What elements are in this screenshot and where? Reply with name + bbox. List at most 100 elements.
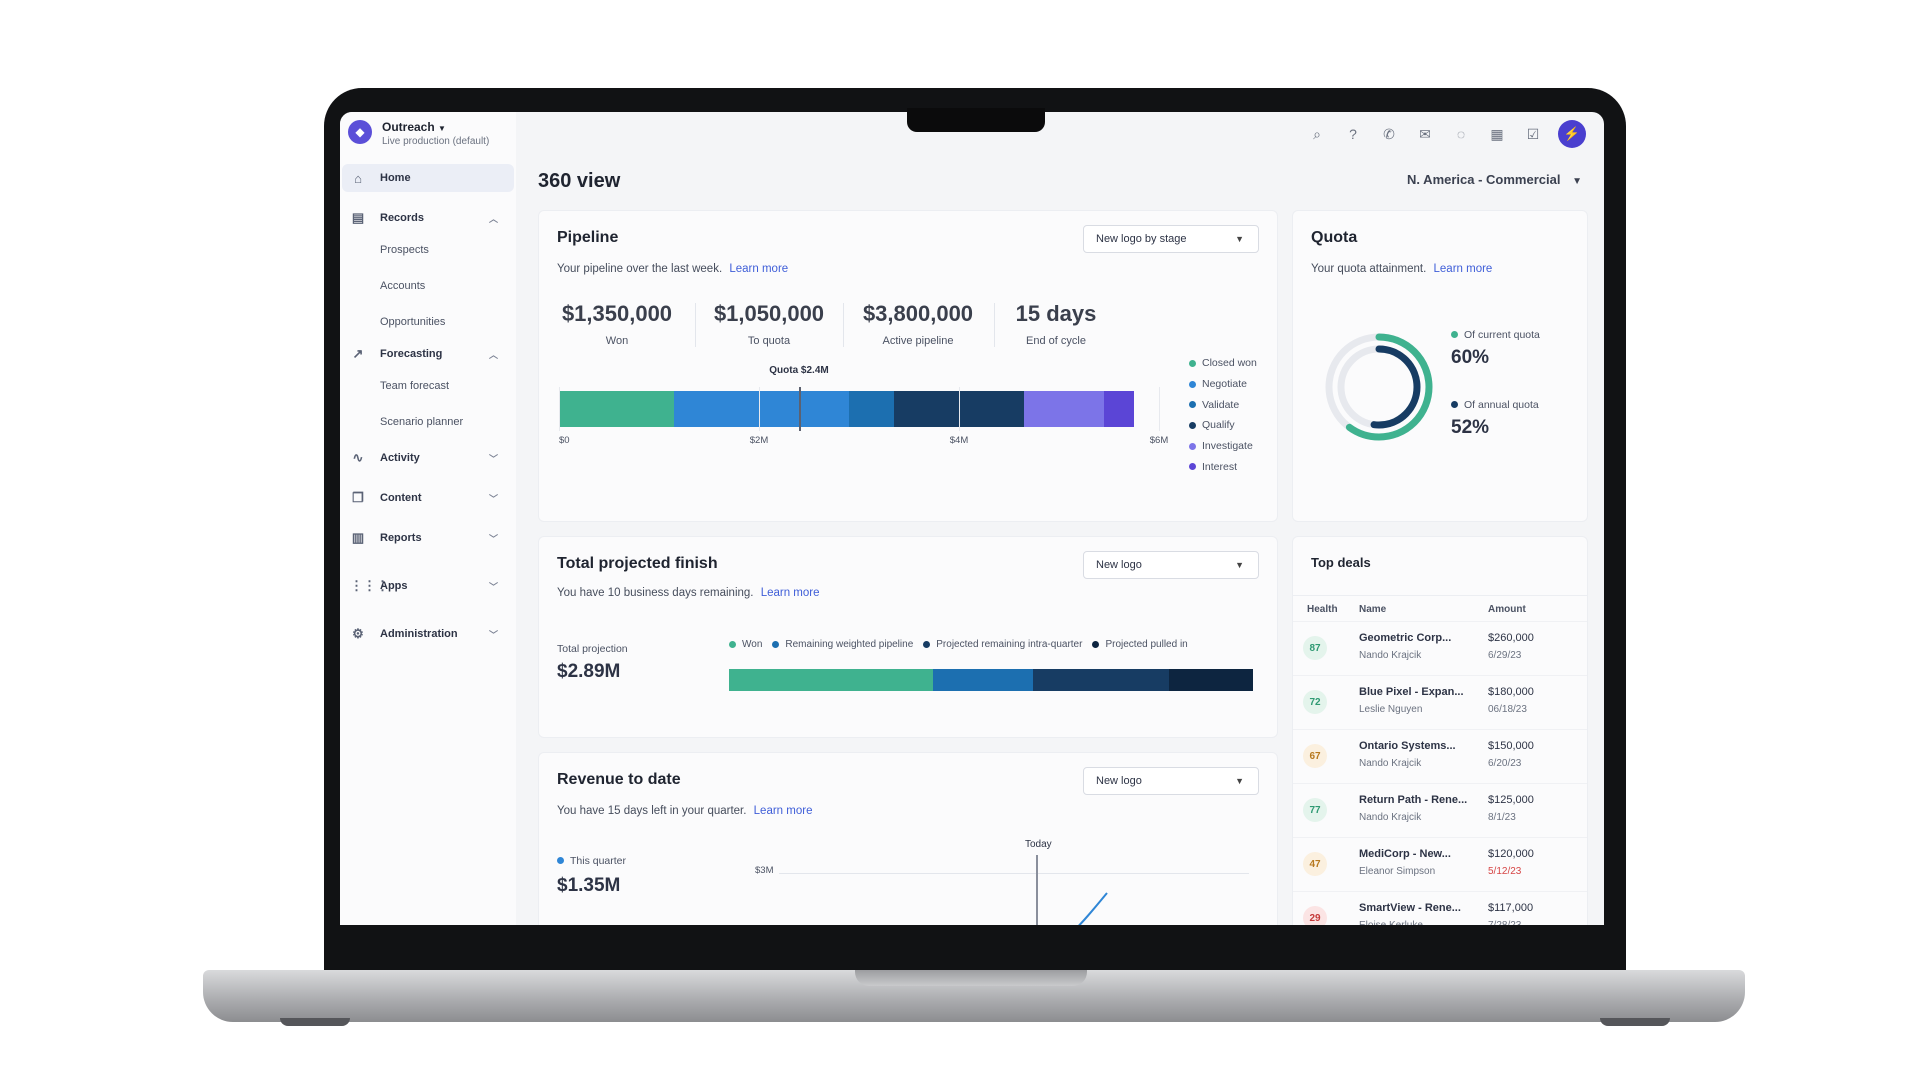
sidebar-item-records[interactable]: ▤ Records ︿: [342, 204, 514, 232]
table-row[interactable]: 29 SmartView - Rene... Eloise Kerluke $117,…: [1293, 891, 1587, 925]
quota-learn-more-link[interactable]: Learn more: [1433, 263, 1493, 275]
sidebar-item-forecasting[interactable]: ↗ Forecasting ︿: [342, 340, 514, 368]
projected-select-value: New logo: [1096, 559, 1142, 571]
sidebar-item-label: Activity: [380, 452, 420, 464]
projected-total-label: Total projection: [557, 643, 628, 655]
chevron-up-icon: ︿: [488, 213, 498, 224]
projected-view-select[interactable]: New logo ▼: [1083, 551, 1259, 579]
legend-item: Negotiate: [1189, 374, 1257, 395]
caret-down-icon: ▼: [1235, 776, 1244, 786]
pipeline-card: Pipeline Your pipeline over the last wee…: [538, 210, 1278, 522]
pipeline-segment-closed-won: [559, 391, 674, 427]
mail-icon[interactable]: ✉: [1419, 125, 1431, 142]
health-score-badge: 87: [1303, 636, 1327, 660]
projected-learn-more-link[interactable]: Learn more: [760, 587, 820, 599]
revenue-value: $1.35M: [557, 875, 621, 896]
deal-close-date: 8/1/23: [1488, 812, 1516, 823]
pipeline-axis-tick: [759, 387, 760, 431]
deal-owner: Leslie Nguyen: [1359, 704, 1423, 715]
deal-amount: $180,000: [1488, 686, 1534, 698]
pipeline-learn-more-link[interactable]: Learn more: [729, 263, 789, 275]
kpi-label: To quota: [747, 335, 791, 347]
kpi-value: $1,350,000: [561, 301, 673, 326]
revenue-series-label: This quarter: [570, 855, 627, 867]
pipeline-segment-negotiate: [674, 391, 849, 427]
workspace-name: Outreach: [382, 120, 435, 134]
top-toolbar: ⌕ ? ✆ ✉ ◌ ▦ ☑ ⚡: [1306, 120, 1586, 148]
deal-name[interactable]: SmartView - Rene...: [1359, 902, 1461, 914]
help-icon[interactable]: ?: [1349, 126, 1357, 142]
pipeline-segment-validate: [849, 391, 894, 427]
deal-owner: Nando Krajcik: [1359, 650, 1422, 661]
deal-name[interactable]: MediCorp - New...: [1359, 848, 1451, 860]
search-icon[interactable]: ⌕: [1313, 125, 1321, 142]
tasks-icon[interactable]: ☑: [1526, 125, 1540, 142]
pipeline-segment-investigate: [1024, 391, 1104, 427]
pipeline-select-value: New logo by stage: [1096, 233, 1187, 245]
legend-dot: [729, 641, 736, 648]
app-screen: ◆ Outreach ▼ Live production (default) ⌂…: [340, 112, 1604, 925]
deal-name[interactable]: Return Path - Rene...: [1359, 794, 1468, 806]
phone-icon[interactable]: ✆: [1383, 125, 1395, 142]
chevron-down-icon: ﹀: [488, 629, 498, 640]
pipeline-axis-label: $6M: [1149, 435, 1169, 446]
calendar-icon[interactable]: ▦: [1490, 125, 1504, 142]
kpi-label: Active pipeline: [882, 335, 954, 347]
legend-item: Closed won: [1189, 353, 1257, 374]
chat-icon[interactable]: ◌: [1456, 126, 1466, 142]
quota-ring-current: [1325, 333, 1433, 441]
legend-dot: [1092, 641, 1100, 648]
revenue-series-legend: This quarter: [557, 855, 626, 867]
quota-current-label: Of current quota: [1464, 329, 1540, 341]
kpi-label: End of cycle: [1026, 335, 1086, 347]
deal-close-date: 6/29/23: [1488, 650, 1522, 661]
legend-dot: [1189, 359, 1196, 367]
kpi-active-pipeline: $3,800,000 Active pipeline: [851, 301, 985, 347]
pipeline-legend: Closed won Negotiate Validate Qualify Invest…: [1189, 353, 1257, 477]
revenue-learn-more-link[interactable]: Learn more: [753, 805, 813, 817]
sidebar-item-prospects[interactable]: Prospects: [380, 244, 429, 256]
table-row[interactable]: 67 Ontario Systems... Nando Krajcik $150,00…: [1293, 729, 1587, 784]
workspace-switcher[interactable]: ◆ Outreach ▼ Live production (default): [348, 120, 489, 147]
region-selector[interactable]: N. America - Commercial ▼: [1407, 172, 1582, 187]
table-row[interactable]: 87 Geometric Corp... Nando Krajcik $260,000…: [1293, 621, 1587, 676]
laptop-foot-left: [280, 1018, 350, 1026]
deal-name[interactable]: Geometric Corp...: [1359, 632, 1452, 644]
revenue-trend-line: [1078, 892, 1108, 925]
workspace-env: Live production (default): [382, 136, 490, 147]
legend-item: Interest: [1189, 456, 1257, 477]
user-avatar[interactable]: ⚡: [1558, 120, 1586, 148]
deal-owner: Eloise Kerluke: [1359, 920, 1423, 925]
table-row[interactable]: 47 MediCorp - New... Eleanor Simpson $120,0…: [1293, 837, 1587, 892]
sidebar-item-opportunities[interactable]: Opportunities: [380, 316, 446, 328]
sidebar-item-reports[interactable]: ▥ Reports ﹀: [342, 524, 514, 552]
sidebar-item-administration[interactable]: ⚙ Administration ﹀: [342, 620, 514, 648]
deal-name[interactable]: Blue Pixel - Expan...: [1359, 686, 1464, 698]
revenue-card: Revenue to date You have 15 days left in…: [538, 752, 1278, 925]
sidebar-item-label: Records: [380, 212, 425, 224]
sidebar-item-scenario-planner[interactable]: Scenario planner: [380, 416, 464, 428]
revenue-view-select[interactable]: New logo ▼: [1083, 767, 1259, 795]
sidebar-item-content[interactable]: ❐ Content ﹀: [342, 484, 514, 512]
sidebar-item-accounts[interactable]: Accounts: [380, 280, 426, 292]
column-name: Name: [1359, 604, 1387, 615]
deal-name[interactable]: Ontario Systems...: [1359, 740, 1456, 752]
pipeline-title: Pipeline: [557, 229, 619, 246]
sidebar-item-apps[interactable]: ⋮⋮⋮ Apps ﹀: [342, 572, 514, 600]
legend-item: Validate: [1189, 394, 1257, 415]
sidebar-item-team-forecast[interactable]: Team forecast: [380, 380, 450, 392]
projected-subtitle-text: You have 10 business days remaining.: [557, 587, 754, 599]
sidebar-item-home[interactable]: ⌂ Home: [342, 164, 514, 192]
table-row[interactable]: 72 Blue Pixel - Expan... Leslie Nguyen $180…: [1293, 675, 1587, 730]
kpi-label: Won: [605, 335, 629, 347]
pipeline-segment-interest: [1104, 391, 1134, 427]
quota-marker: [799, 387, 801, 431]
pipeline-view-select[interactable]: New logo by stage ▼: [1083, 225, 1259, 253]
health-score-badge: 72: [1303, 690, 1327, 714]
deal-amount: $120,000: [1488, 848, 1534, 860]
table-row[interactable]: 77 Return Path - Rene... Nando Krajcik $125…: [1293, 783, 1587, 838]
sidebar-item-activity[interactable]: ∿ Activity ﹀: [342, 444, 514, 472]
pipeline-axis-label: $0: [559, 435, 570, 446]
projected-segment: [933, 669, 1033, 691]
revenue-y-tick: $3M: [755, 865, 774, 876]
